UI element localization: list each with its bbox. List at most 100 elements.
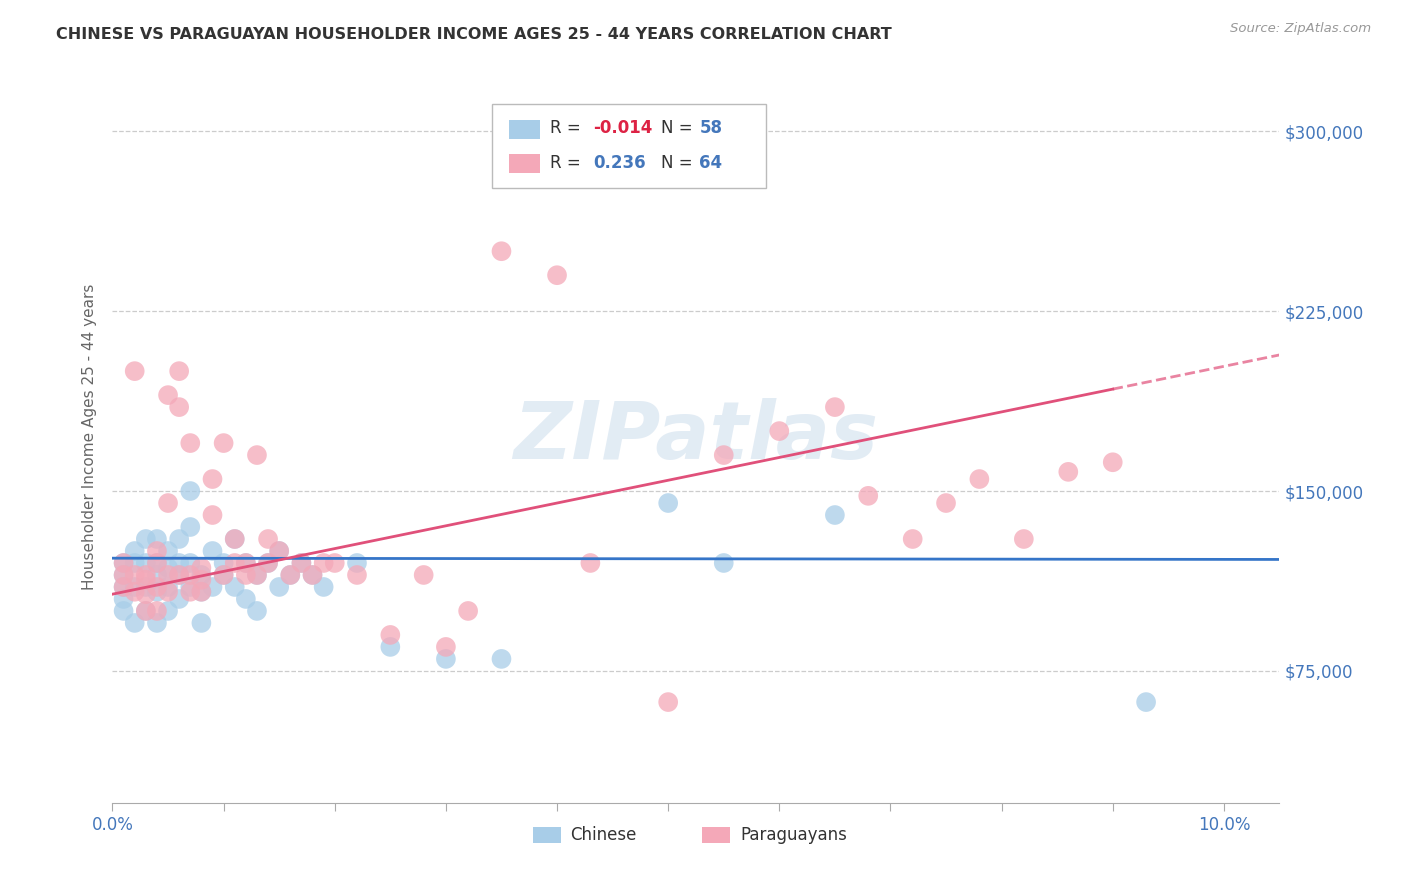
Point	[124, 568, 146, 582]
Point	[212, 568, 235, 582]
Point	[201, 508, 224, 522]
Point	[190, 568, 212, 582]
Point	[858, 489, 880, 503]
Point	[135, 580, 157, 594]
Point	[112, 556, 135, 570]
Point	[278, 568, 301, 582]
Point	[167, 400, 190, 414]
Point	[179, 584, 201, 599]
Point	[157, 388, 180, 402]
Point	[901, 532, 924, 546]
Point	[146, 556, 169, 570]
Y-axis label: Householder Income Ages 25 - 44 years: Householder Income Ages 25 - 44 years	[82, 284, 97, 591]
Point	[278, 568, 301, 582]
Point	[235, 556, 257, 570]
Point	[112, 604, 135, 618]
Point	[179, 568, 201, 582]
Point	[167, 532, 190, 546]
Text: N =: N =	[661, 120, 697, 137]
Point	[434, 652, 457, 666]
Point	[235, 591, 257, 606]
Point	[157, 496, 180, 510]
Point	[146, 544, 169, 558]
Point	[179, 520, 201, 534]
Point	[179, 483, 201, 498]
Point	[167, 364, 190, 378]
Point	[146, 580, 169, 594]
Point	[190, 584, 212, 599]
Text: ZIPatlas: ZIPatlas	[513, 398, 879, 476]
Point	[112, 580, 135, 594]
Point	[824, 508, 846, 522]
Point	[135, 532, 157, 546]
Point	[1012, 532, 1035, 546]
Point	[1101, 455, 1123, 469]
Point	[201, 580, 224, 594]
Point	[135, 573, 157, 587]
Point	[969, 472, 991, 486]
Point	[768, 424, 790, 438]
Point	[312, 580, 335, 594]
Point	[579, 556, 602, 570]
Point	[146, 556, 169, 570]
Text: 64: 64	[699, 153, 723, 172]
Point	[112, 556, 135, 570]
Point	[146, 532, 169, 546]
Point	[146, 615, 169, 630]
Text: 58: 58	[699, 120, 723, 137]
Point	[235, 568, 257, 582]
Point	[179, 436, 201, 450]
Point	[457, 604, 479, 618]
Point	[224, 556, 246, 570]
Point	[157, 561, 180, 575]
Point	[124, 556, 146, 570]
Text: CHINESE VS PARAGUAYAN HOUSEHOLDER INCOME AGES 25 - 44 YEARS CORRELATION CHART: CHINESE VS PARAGUAYAN HOUSEHOLDER INCOME…	[56, 27, 891, 42]
Point	[157, 580, 180, 594]
Point	[312, 556, 335, 570]
Point	[135, 556, 157, 570]
Text: Paraguayans: Paraguayans	[741, 826, 848, 844]
Point	[824, 400, 846, 414]
Point	[257, 556, 280, 570]
Point	[112, 580, 135, 594]
Point	[167, 568, 190, 582]
Bar	[533, 827, 561, 843]
Point	[112, 568, 135, 582]
Point	[135, 568, 157, 582]
Point	[167, 591, 190, 606]
Point	[124, 584, 146, 599]
Point	[301, 568, 323, 582]
Point	[269, 544, 291, 558]
Text: R =: R =	[550, 153, 592, 172]
Point	[167, 556, 190, 570]
Point	[1057, 465, 1080, 479]
Point	[491, 652, 513, 666]
Text: Chinese: Chinese	[569, 826, 637, 844]
Point	[246, 568, 269, 582]
Point	[190, 615, 212, 630]
Text: N =: N =	[661, 153, 697, 172]
Text: Source: ZipAtlas.com: Source: ZipAtlas.com	[1230, 22, 1371, 36]
Point	[713, 448, 735, 462]
Bar	[702, 827, 730, 843]
Point	[269, 580, 291, 594]
Point	[224, 532, 246, 546]
Bar	[509, 120, 540, 139]
Point	[146, 604, 169, 618]
Point	[346, 556, 368, 570]
Point	[212, 556, 235, 570]
Point	[124, 615, 146, 630]
Point	[190, 584, 212, 599]
Point	[179, 580, 201, 594]
Point	[124, 364, 146, 378]
Point	[323, 556, 346, 570]
Text: R =: R =	[550, 120, 586, 137]
Text: 0.236: 0.236	[593, 153, 645, 172]
Point	[157, 544, 180, 558]
Bar	[509, 154, 540, 173]
Point	[167, 568, 190, 582]
Point	[212, 436, 235, 450]
Point	[146, 584, 169, 599]
Text: -0.014: -0.014	[593, 120, 652, 137]
Point	[124, 580, 146, 594]
